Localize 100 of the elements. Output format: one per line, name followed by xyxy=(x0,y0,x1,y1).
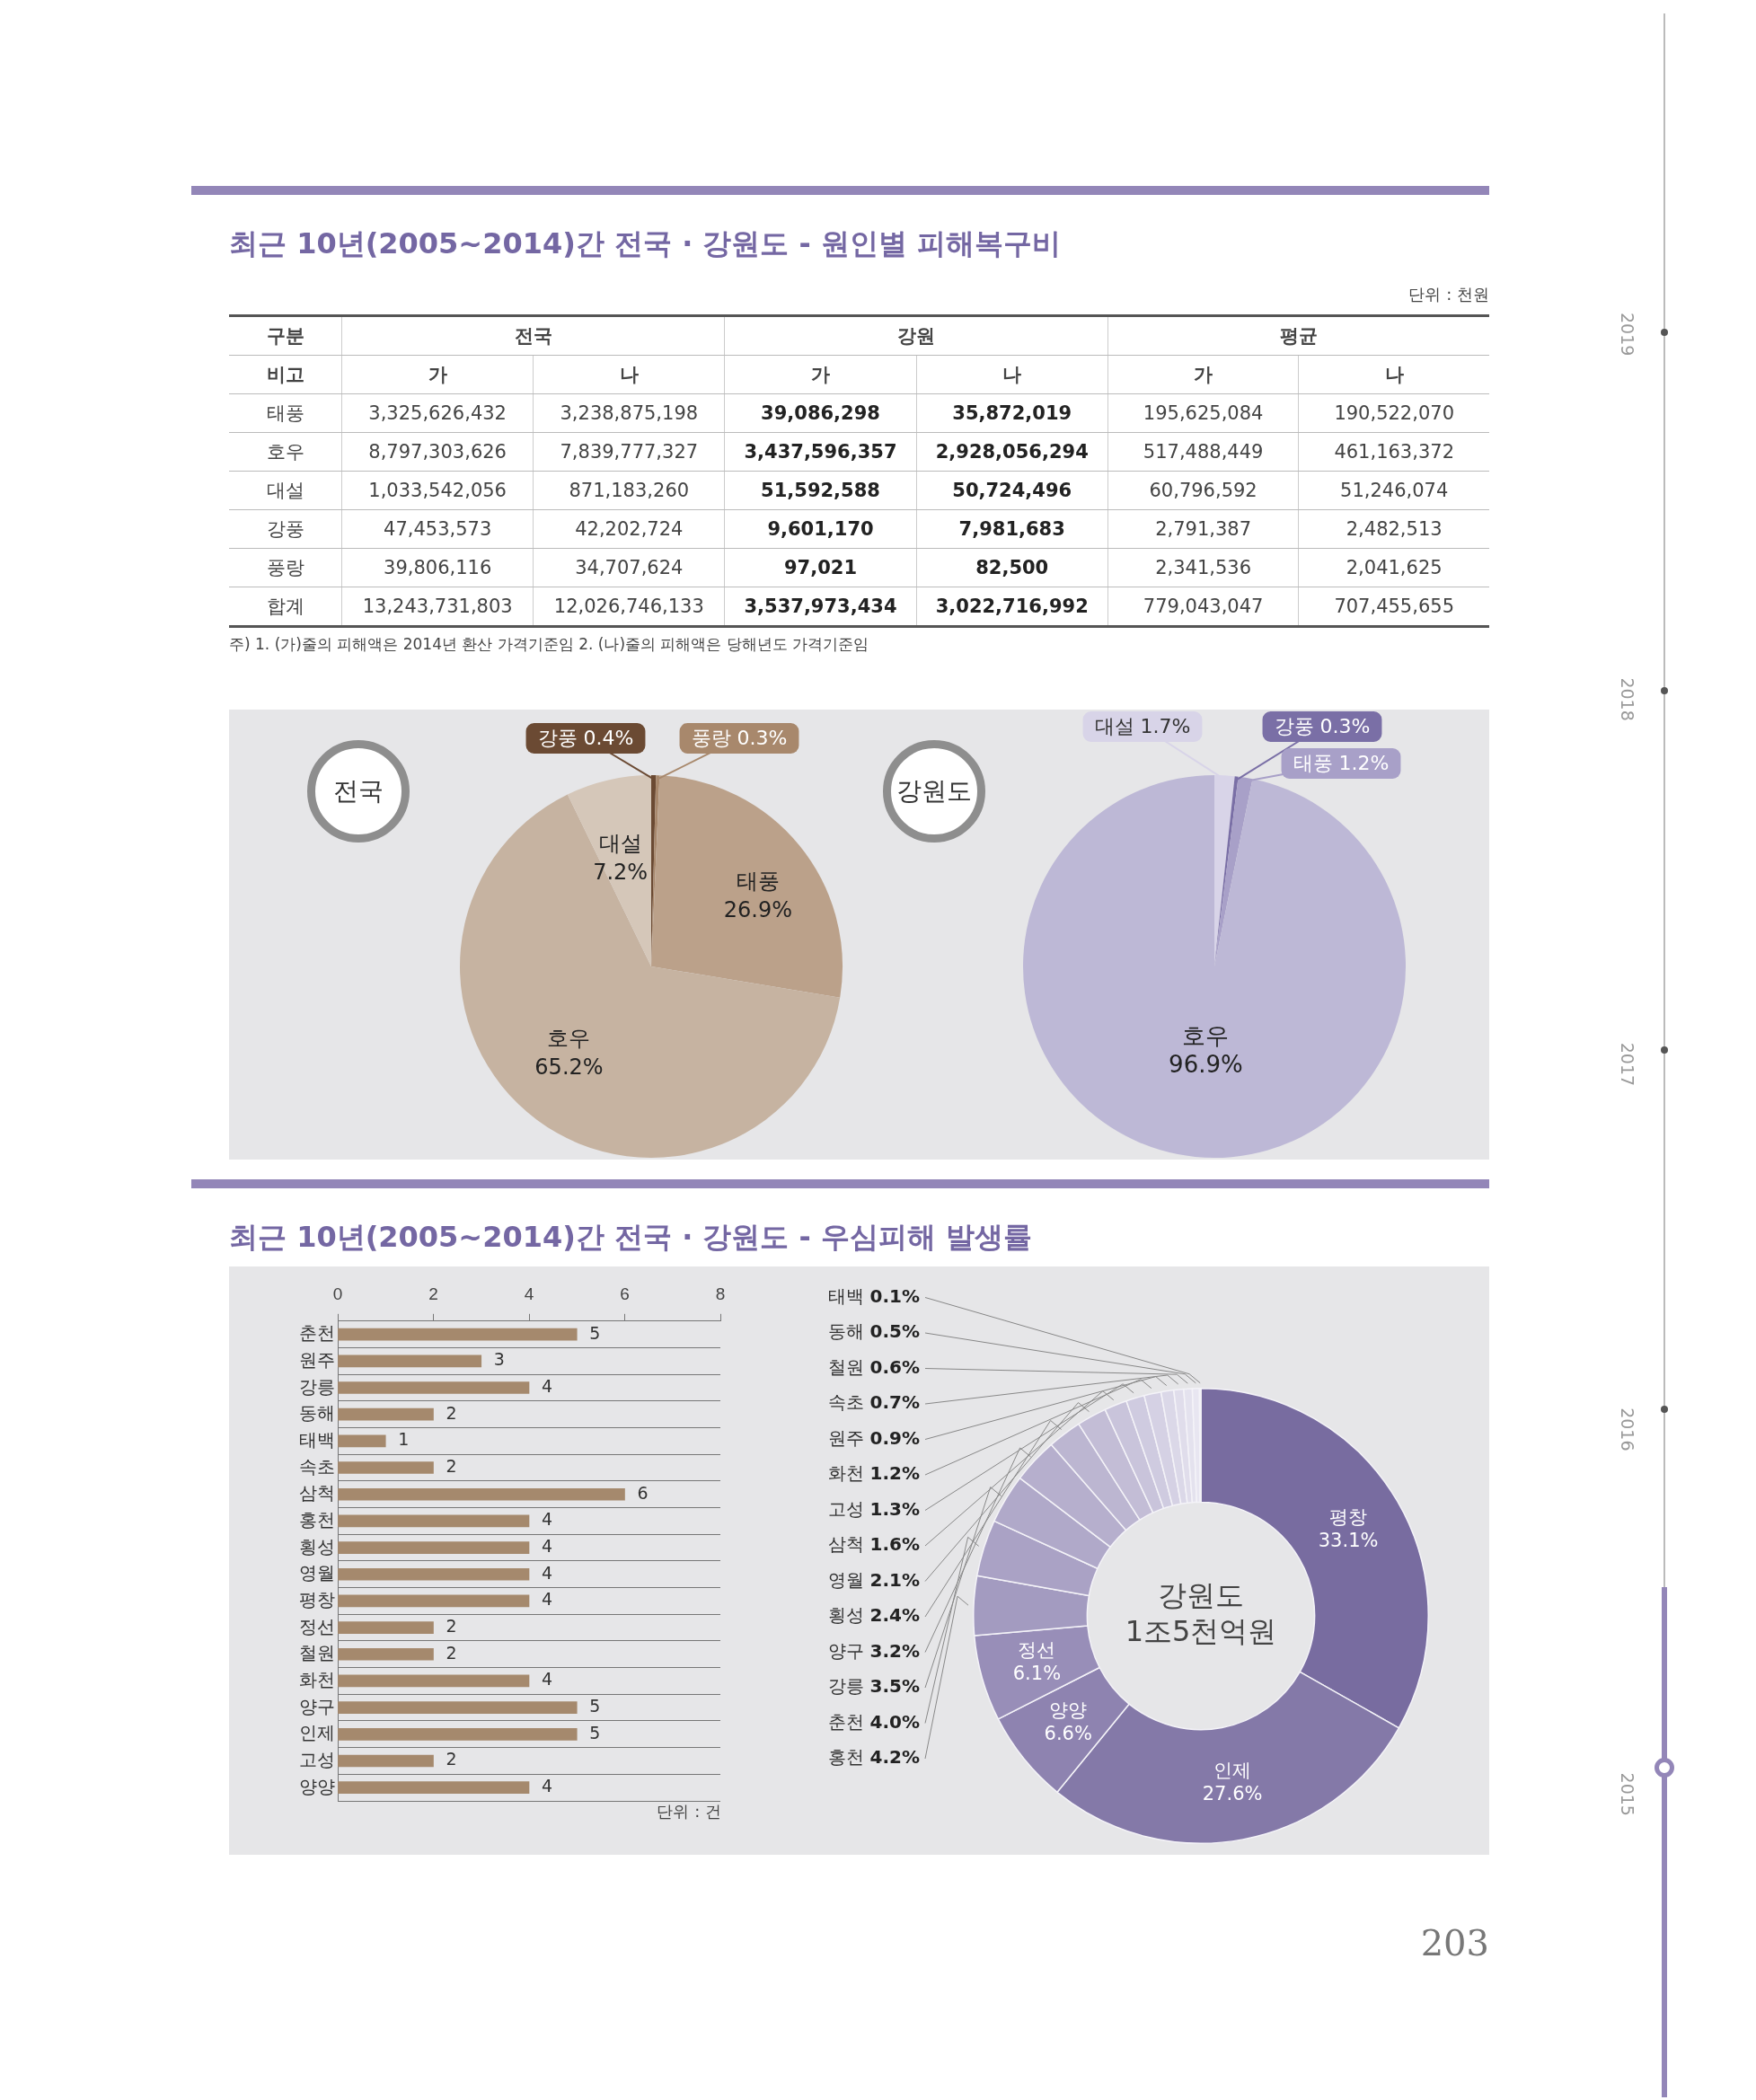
bar xyxy=(338,1328,578,1341)
data-label: 96.9% xyxy=(1169,1051,1243,1079)
slice-label: 영월 xyxy=(828,1568,870,1591)
text: 190,522,070 xyxy=(1334,402,1454,424)
y-tick-label: 춘천 xyxy=(299,1323,335,1344)
text: 707,455,655 xyxy=(1334,596,1454,617)
data-label: 5 xyxy=(589,1722,601,1743)
slice-label: 춘천 xyxy=(828,1710,870,1733)
text: 50,724,496 xyxy=(952,480,1072,501)
data-label: 4 xyxy=(542,1509,553,1530)
y-tick-label: 양구 xyxy=(299,1696,335,1716)
data-label: 1.2% xyxy=(869,1462,920,1485)
text: 강원 xyxy=(724,315,1108,356)
text: 구분 xyxy=(229,315,342,356)
text: 2,791,387 xyxy=(1155,518,1252,540)
data-label: 26.9% xyxy=(723,897,792,923)
slice-label: 대설 xyxy=(598,830,642,856)
category-label: 나 xyxy=(916,355,1108,394)
annotation: 단위 : 건 xyxy=(657,1801,721,1822)
y-tick-label: 철원 xyxy=(299,1643,335,1663)
bar xyxy=(338,1727,578,1741)
y-tick-label: 동해 xyxy=(299,1403,335,1424)
data-label: 1 xyxy=(398,1429,410,1450)
data-label: 2.1% xyxy=(869,1568,920,1591)
slice-label: 양구 xyxy=(828,1639,870,1662)
data-label: 4 xyxy=(542,1562,553,1583)
text: 단위 : 천원 xyxy=(1408,284,1489,305)
category-label: 태풍 xyxy=(266,402,304,424)
y-tick-label: 영월 xyxy=(299,1563,335,1584)
slice-label: 동해 xyxy=(828,1320,870,1343)
slice-label: 대설 1.7% xyxy=(1094,714,1191,737)
slice-label: 양양 xyxy=(1049,1699,1088,1721)
data-label: 4 xyxy=(542,1375,553,1396)
text: 9,601,170 xyxy=(767,518,874,540)
chart-title: 최근 10년(2005~2014)간 전국 · 강원도 - 우심피해 발생률 xyxy=(229,1219,1033,1256)
slice-label: 화천 xyxy=(828,1462,870,1485)
category-label: 강풍 xyxy=(266,518,304,540)
text: 2,482,513 xyxy=(1346,518,1443,540)
y-tick-label: 삼척 xyxy=(299,1483,335,1504)
slice-label: 원주 xyxy=(828,1426,870,1449)
bar xyxy=(338,1781,530,1794)
text: 3,022,716,992 xyxy=(935,596,1089,617)
text: 3,437,596,357 xyxy=(744,441,897,463)
data-label: 1.6% xyxy=(869,1533,920,1556)
text: 871,183,260 xyxy=(569,480,690,501)
data-label: 27.6% xyxy=(1202,1783,1263,1805)
category-label: 호우 xyxy=(266,441,304,463)
text: 전국 xyxy=(307,740,410,843)
text: 평균 xyxy=(1107,315,1489,356)
x-tick-label: 8 xyxy=(715,1284,726,1303)
category-label: 대설 xyxy=(266,480,304,501)
category-label: 합계 xyxy=(266,596,304,617)
text: 82,500 xyxy=(975,557,1049,578)
text: 39,806,116 xyxy=(384,557,492,578)
text: 1조5천억원 xyxy=(1125,1614,1277,1649)
text: 비고 xyxy=(229,355,342,394)
category-label: 나 xyxy=(533,355,725,394)
y-tick-label: 양양 xyxy=(299,1776,335,1796)
y-tick-label: 화천 xyxy=(299,1669,335,1690)
text: 60,796,592 xyxy=(1149,480,1257,501)
text: 97,021 xyxy=(783,557,858,578)
category-label: 가 xyxy=(341,355,534,394)
y-tick-label: 원주 xyxy=(299,1349,335,1370)
data-label: 0.6% xyxy=(869,1355,920,1378)
text: 3,238,875,198 xyxy=(560,402,699,424)
text: 8,797,303,626 xyxy=(368,441,507,463)
text: 195,625,084 xyxy=(1143,402,1264,424)
data-label: 0.5% xyxy=(869,1320,920,1343)
text: 7,981,683 xyxy=(958,518,1065,540)
y-tick-label: 고성 xyxy=(299,1750,335,1769)
text: 51,246,074 xyxy=(1340,480,1449,501)
slice-label: 태풍 xyxy=(736,869,780,895)
text: 1,033,542,056 xyxy=(368,480,507,501)
y-tick-label: 정선 xyxy=(299,1616,335,1637)
data-label: 5 xyxy=(589,1696,601,1716)
x-tick-label: 4 xyxy=(524,1284,534,1303)
text: 779,043,047 xyxy=(1143,596,1264,617)
text: 7,839,777,327 xyxy=(560,441,699,463)
data-label: 4 xyxy=(542,1536,553,1556)
slice-label: 정선 xyxy=(1018,1638,1056,1661)
text: 최근 10년(2005~2014)간 전국 · 강원도 - 원인별 피해복구비 xyxy=(229,225,1062,262)
slice-label: 태백 xyxy=(828,1284,870,1307)
text: 13,243,731,803 xyxy=(362,596,513,617)
bar xyxy=(338,1567,530,1581)
y-tick-label: 횡성 xyxy=(299,1536,335,1557)
slice-label: 호우 xyxy=(547,1026,591,1052)
bar xyxy=(338,1701,578,1714)
bar xyxy=(338,1514,530,1528)
data-label: 65.2% xyxy=(534,1054,604,1081)
data-label: 6.1% xyxy=(1012,1662,1062,1684)
slice-label: 삼척 xyxy=(828,1533,870,1556)
bar xyxy=(338,1541,530,1554)
data-label: 1.3% xyxy=(869,1497,920,1520)
bar xyxy=(338,1487,625,1501)
text: 39,086,298 xyxy=(761,402,880,424)
text: 강원도 xyxy=(1158,1578,1244,1613)
text: 강원도 xyxy=(883,740,985,843)
text: 203 xyxy=(1420,1922,1489,1963)
text: 34,707,624 xyxy=(575,557,684,578)
data-label: 0.9% xyxy=(869,1426,920,1449)
